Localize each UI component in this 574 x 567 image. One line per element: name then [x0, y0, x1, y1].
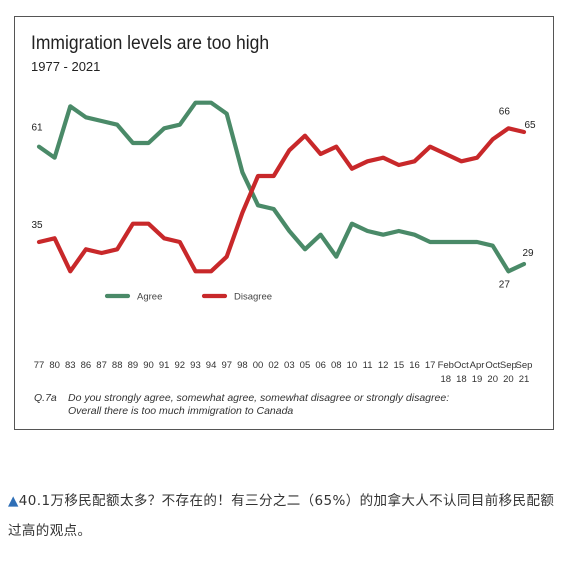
chart-frame: Immigration levels are too high 1977 - 2… — [14, 16, 554, 430]
x-tick-label: 19 — [472, 374, 483, 385]
caption-text: 40.1万移民配额太多？不存在的！有三分之二（65%）的加拿大人不认同目前移民配… — [8, 493, 555, 539]
data-label: 65 — [524, 120, 536, 131]
x-tick-label: 83 — [65, 360, 76, 371]
x-tick-label: Feb — [438, 360, 454, 371]
line-chart: 61 35 66 65 27 29 Agree Disagree 77 80 83 86 87 88 89 9… — [31, 100, 536, 385]
legend-label-agree: Agree — [137, 292, 162, 303]
chart-title: Immigration levels are too high — [31, 33, 270, 54]
x-tick-label: 77 — [34, 360, 45, 371]
x-tick-label: 91 — [159, 360, 170, 371]
series-line-agree — [36, 100, 527, 274]
survey-question: Q.7a Do you strongly agree, somewhat agre… — [34, 392, 449, 418]
question-line-2: Overall there is too much immigration to… — [68, 405, 294, 417]
chart-subtitle: 1977 - 2021 — [31, 59, 101, 74]
x-tick-label: 86 — [81, 360, 92, 371]
x-tick-label: 15 — [394, 360, 405, 371]
x-tick-label: 87 — [96, 360, 107, 371]
x-tick-label: 92 — [175, 360, 186, 371]
x-tick-label: Sep — [500, 360, 517, 371]
x-tick-label: 10 — [347, 360, 358, 371]
x-tick-label: 93 — [190, 360, 201, 371]
x-tick-label: Sep — [516, 360, 533, 371]
x-tick-label: 08 — [331, 360, 342, 371]
x-tick-label: 20 — [503, 374, 514, 385]
question-number: Q.7a — [34, 392, 57, 404]
data-label: 66 — [499, 106, 511, 117]
x-tick-label: 00 — [253, 360, 264, 371]
x-tick-label: Apr — [470, 360, 485, 371]
x-tick-label: 94 — [206, 360, 217, 371]
x-tick-label: 90 — [143, 360, 154, 371]
x-tick-label: 88 — [112, 360, 123, 371]
question-line-1: Do you strongly agree, somewhat agree, s… — [68, 392, 450, 404]
x-tick-label: 21 — [519, 374, 530, 385]
x-tick-label: Oct — [485, 360, 500, 371]
x-tick-label: 05 — [300, 360, 311, 371]
triangle-up-icon: ▲ — [8, 493, 19, 509]
data-label: 27 — [499, 279, 511, 290]
x-tick-label: 17 — [425, 360, 436, 371]
x-tick-label: 80 — [49, 360, 60, 371]
data-label: 29 — [522, 248, 534, 259]
series-line-disagree — [36, 126, 527, 274]
x-tick-label: 02 — [268, 360, 279, 371]
x-tick-label: 98 — [237, 360, 248, 371]
x-tick-label: 18 — [456, 374, 467, 385]
x-tick-label: 20 — [487, 374, 498, 385]
x-tick-label: 18 — [440, 374, 451, 385]
legend-label-disagree: Disagree — [234, 292, 272, 303]
x-tick-label: 03 — [284, 360, 295, 371]
x-tick-label: 89 — [128, 360, 139, 371]
x-tick-label: 97 — [221, 360, 232, 371]
x-tick-label: 12 — [378, 360, 389, 371]
x-tick-label: 16 — [409, 360, 420, 371]
data-label: 61 — [31, 123, 43, 134]
x-tick-label: 11 — [363, 360, 373, 371]
article-caption: ▲40.1万移民配额太多？不存在的！有三分之二（65%）的加拿大人不认同目前移民… — [8, 486, 568, 546]
x-tick-label: 06 — [315, 360, 326, 371]
data-label: 35 — [31, 220, 43, 231]
x-tick-label: Oct — [454, 360, 469, 371]
